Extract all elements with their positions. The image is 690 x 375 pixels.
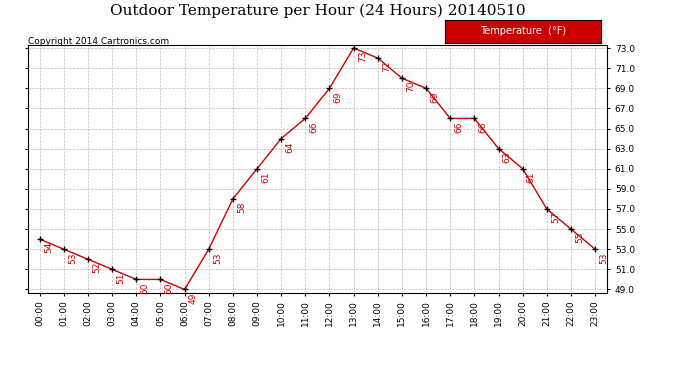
- Text: 57: 57: [551, 212, 560, 223]
- Text: 63: 63: [503, 152, 512, 163]
- Text: 64: 64: [286, 141, 295, 153]
- Text: 54: 54: [44, 242, 53, 254]
- Title: Outdoor Temperature per Hour (24 Hours) 20140510: Outdoor Temperature per Hour (24 Hours) …: [110, 3, 525, 18]
- Text: 53: 53: [213, 252, 222, 264]
- Text: 61: 61: [262, 171, 270, 183]
- Text: 51: 51: [117, 272, 126, 284]
- Text: 66: 66: [479, 121, 488, 133]
- Text: 73: 73: [358, 51, 367, 62]
- Text: 52: 52: [92, 262, 101, 273]
- Text: 58: 58: [237, 202, 246, 213]
- Text: 50: 50: [141, 282, 150, 294]
- Text: 66: 66: [310, 121, 319, 133]
- Text: 61: 61: [527, 171, 536, 183]
- Text: 70: 70: [406, 81, 415, 93]
- Text: 49: 49: [189, 292, 198, 304]
- Text: 50: 50: [165, 282, 174, 294]
- Text: 53: 53: [68, 252, 77, 264]
- Text: 53: 53: [600, 252, 609, 264]
- Text: 69: 69: [431, 91, 440, 102]
- Text: 72: 72: [382, 61, 391, 72]
- Text: 55: 55: [575, 232, 584, 243]
- Text: Copyright 2014 Cartronics.com: Copyright 2014 Cartronics.com: [28, 38, 169, 46]
- Text: 69: 69: [334, 91, 343, 102]
- Text: 66: 66: [455, 121, 464, 133]
